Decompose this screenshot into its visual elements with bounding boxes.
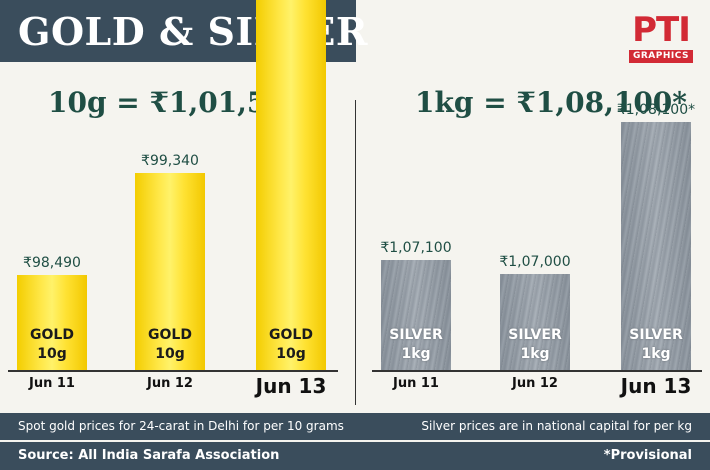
silver-note: Silver prices are in national capital fo… [421,419,692,433]
gold-bar: GOLD 10g [256,0,326,370]
panel-divider [355,100,356,405]
silver-date-label: Jun 11 [393,376,439,391]
silver-bar: SILVER 1kg [381,260,451,370]
gold-date-label: Jun 11 [29,376,75,391]
notes-bar: Spot gold prices for 24-carat in Delhi f… [0,413,710,440]
gold-baseline [8,370,338,372]
pti-graphics-logo: PTI GRAPHICS [627,12,695,64]
silver-bar-label: SILVER 1kg [389,327,443,362]
silver-baseline [372,370,702,372]
gold-date-label: Jun 12 [147,376,193,391]
source-text: Source: All India Sarafa Association [18,448,280,463]
source-bar: Source: All India Sarafa Association *Pr… [0,442,710,470]
silver-bar: SILVER 1kg [500,274,570,370]
logo-text: PTI [632,10,691,50]
gold-bar-label: GOLD 10g [30,327,74,362]
gold-bar-label: GOLD 10g [148,327,192,362]
silver-value-label: ₹1,08,100* [616,102,696,118]
gold-value-label: ₹99,340 [141,153,199,169]
gold-bar: GOLD 10g [17,275,87,370]
silver-bar-label: SILVER 1kg [629,327,683,362]
gold-date-label: Jun 13 [255,374,327,398]
silver-value-label: ₹1,07,100 [380,240,452,256]
silver-bar: SILVER 1kg [621,122,691,370]
gold-value-label: ₹98,490 [23,255,81,271]
gold-bar: GOLD 10g [135,173,205,370]
provisional-note: *Provisional [603,448,692,463]
gold-bar-label: GOLD 10g [269,327,313,362]
silver-value-label: ₹1,07,000 [499,254,571,270]
silver-headline: 1kg = ₹1,08,100* [415,86,687,119]
silver-date-label: Jun 12 [512,376,558,391]
silver-bar-label: SILVER 1kg [508,327,562,362]
silver-date-label: Jun 13 [620,374,692,398]
logo-subtext: GRAPHICS [629,50,693,63]
gold-note: Spot gold prices for 24-carat in Delhi f… [18,419,344,433]
